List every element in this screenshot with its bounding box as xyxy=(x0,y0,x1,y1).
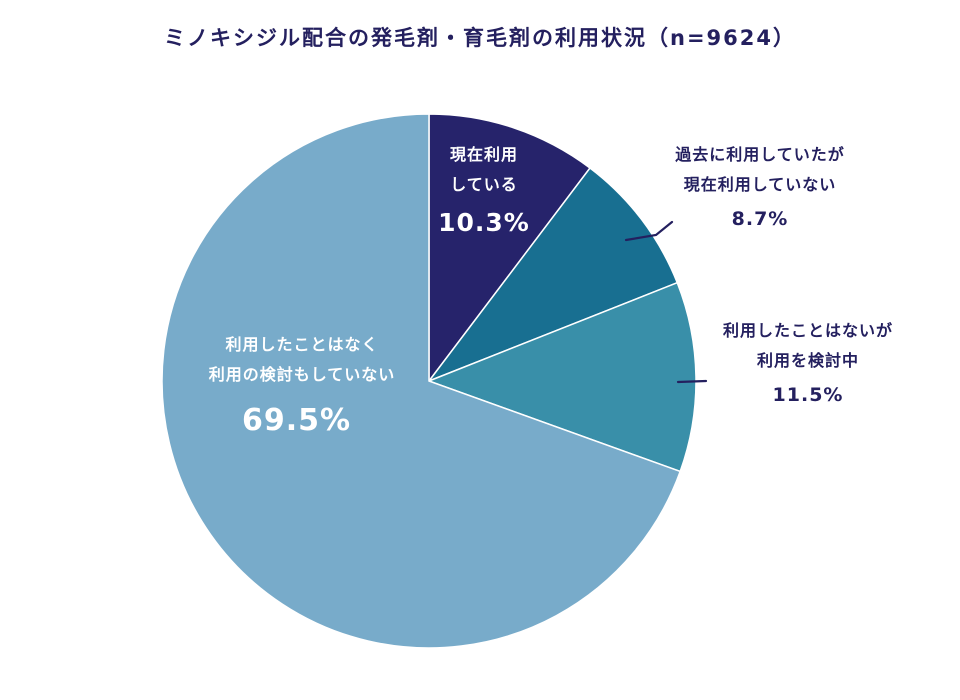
slice-label-currently-using: 現在利用 している 10.3% xyxy=(432,140,536,238)
pie-slice-used-before xyxy=(426,166,679,383)
slice-name-line: 利用の検討もしていない xyxy=(208,365,396,384)
slice-label-considering: 利用したことはないが 利用を検討中 11.5% xyxy=(700,316,916,410)
slice-value: 10.3% xyxy=(438,208,530,237)
pie-slice-considering xyxy=(426,281,697,473)
slice-name-line: 過去に利用していたが xyxy=(675,145,845,164)
leader-line-used-before xyxy=(624,220,674,242)
leader-line-considering xyxy=(676,379,708,384)
slice-name-line: 利用を検討中 xyxy=(756,351,859,370)
slice-value: 69.5% xyxy=(242,403,352,438)
slice-name-line: 現在利用 xyxy=(449,145,518,164)
pie-slice-not-considering xyxy=(161,113,682,649)
slice-value: 8.7% xyxy=(731,208,789,230)
pie-slice-currently-using xyxy=(428,113,592,384)
slice-name-line: 現在利用していない xyxy=(683,175,837,194)
slice-name-line: 利用したことはなく xyxy=(225,335,379,354)
slice-name-line: している xyxy=(450,175,518,194)
slice-label-used-before: 過去に利用していたが 現在利用していない 8.7% xyxy=(652,140,868,234)
slice-value: 11.5% xyxy=(772,384,844,406)
chart-title: ミノキシジル配合の発毛剤・育毛剤の利用状況（n=9624） xyxy=(164,26,796,50)
slice-label-not-considering: 利用したことはなく 利用の検討もしていない 69.5% xyxy=(172,330,432,436)
slice-name-line: 利用したことはないが xyxy=(722,321,893,340)
